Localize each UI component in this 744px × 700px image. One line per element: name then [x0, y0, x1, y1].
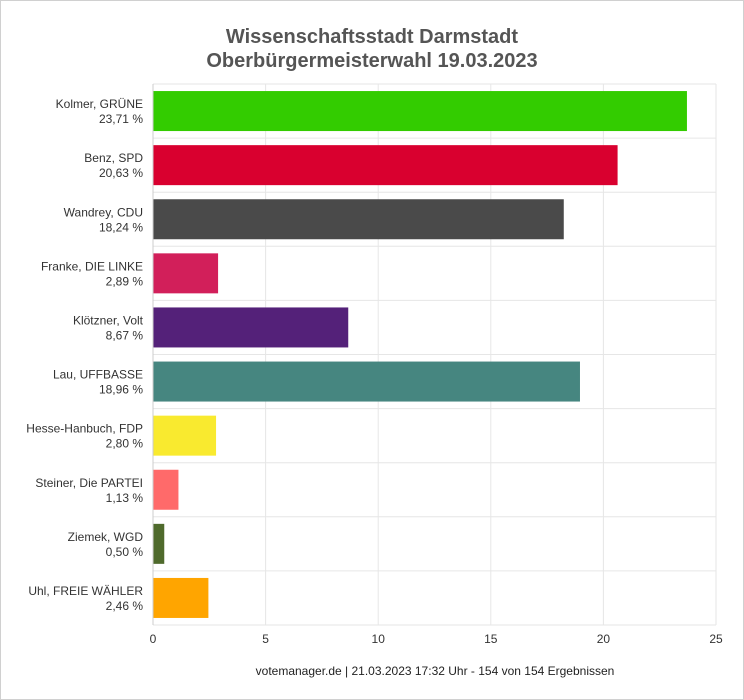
chart-subtitle: Oberbürgermeisterwahl 19.03.2023 — [206, 50, 538, 72]
category-label: Franke, DIE LINKE — [41, 259, 143, 273]
value-label: 1,13 % — [106, 491, 144, 505]
value-label: 20,63 % — [99, 166, 143, 180]
category-label: Wandrey, CDU — [64, 205, 143, 219]
x-tick-label: 0 — [150, 632, 157, 646]
bar — [153, 253, 219, 294]
x-tick-label: 5 — [262, 632, 269, 646]
bar — [153, 307, 349, 348]
x-tick-label: 20 — [597, 632, 611, 646]
category-label: Hesse-Hanbuch, FDP — [26, 422, 143, 436]
value-label: 2,89 % — [106, 274, 144, 288]
chart-title: Wissenschaftsstadt Darmstadt — [225, 26, 519, 48]
bar — [153, 577, 209, 618]
category-label: Klötzner, Volt — [73, 313, 144, 327]
category-label: Lau, UFFBASSE — [53, 368, 143, 382]
bar — [153, 415, 217, 456]
value-label: 18,24 % — [99, 220, 143, 234]
value-label: 8,67 % — [106, 328, 144, 342]
bar — [153, 361, 580, 402]
category-label: Uhl, FREIE WÄHLER — [28, 584, 143, 598]
x-tick-label: 15 — [484, 632, 498, 646]
category-label: Steiner, Die PARTEI — [35, 476, 143, 490]
value-label: 23,71 % — [99, 112, 143, 126]
x-tick-label: 10 — [372, 632, 386, 646]
bar — [153, 199, 564, 240]
value-label: 18,96 % — [99, 383, 143, 397]
bar — [153, 145, 618, 186]
category-label: Ziemek, WGD — [68, 530, 144, 544]
category-label: Benz, SPD — [84, 151, 143, 165]
value-label: 2,80 % — [106, 437, 144, 451]
value-label: 0,50 % — [106, 545, 144, 559]
chart-footer: votemanager.de | 21.03.2023 17:32 Uhr - … — [255, 664, 615, 678]
bar — [153, 91, 687, 132]
bar — [153, 523, 165, 564]
category-label: Kolmer, GRÜNE — [56, 97, 143, 111]
x-tick-label: 25 — [709, 632, 723, 646]
bar — [153, 469, 179, 510]
value-label: 2,46 % — [106, 599, 144, 613]
